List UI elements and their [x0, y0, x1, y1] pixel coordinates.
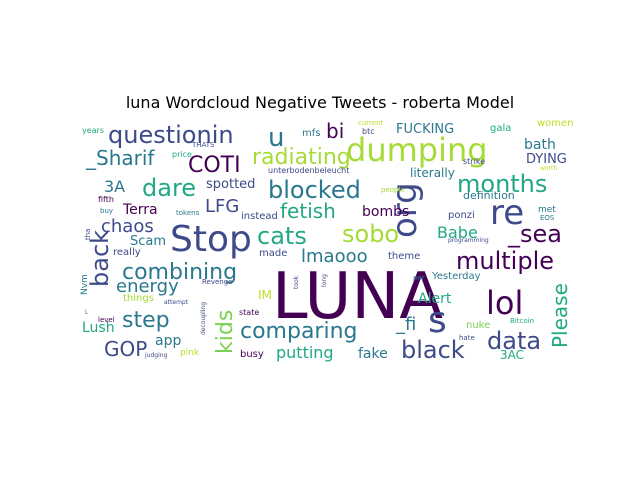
- word-42: fake: [358, 346, 388, 362]
- word-94: L: [85, 309, 89, 316]
- word-76: people: [381, 186, 405, 194]
- word-56: theme: [388, 251, 420, 262]
- word-45: spotted: [206, 177, 255, 192]
- word-35: 3A: [104, 177, 125, 196]
- word-92: long: [321, 274, 328, 287]
- word-77: unterbodenbeleucht: [268, 166, 349, 175]
- word-83: per: [413, 274, 425, 282]
- word-51: 3AC: [500, 348, 524, 362]
- word-44: bombs: [362, 204, 409, 220]
- word-6: lol: [486, 284, 523, 322]
- word-40: Lush: [82, 320, 115, 336]
- word-53: busy: [240, 349, 264, 360]
- word-14: radiating: [252, 145, 351, 170]
- word-75: price: [172, 150, 192, 159]
- chart-title: luna Wordcloud Negative Tweets - roberta…: [125, 93, 515, 112]
- word-69: strike: [463, 157, 485, 166]
- word-57: ponzi: [448, 210, 475, 221]
- word-19: data: [487, 327, 541, 355]
- word-81: tha: [84, 229, 92, 240]
- word-25: _Sharif: [85, 146, 155, 170]
- word-91: took: [293, 275, 300, 289]
- word-37: _fi: [395, 314, 416, 335]
- word-70: years: [82, 126, 104, 135]
- word-16: cats: [257, 222, 307, 250]
- word-68: state: [239, 308, 259, 317]
- word-22: step: [122, 308, 170, 333]
- word-28: lmaooo: [301, 246, 368, 267]
- word-87: Revenge: [202, 278, 233, 286]
- word-11: comparing: [240, 319, 358, 344]
- word-65: women: [537, 118, 574, 129]
- word-18: _sea: [507, 220, 562, 248]
- word-32: Babe: [437, 223, 478, 242]
- word-20: black: [401, 336, 465, 364]
- word-17: sobo: [342, 220, 399, 248]
- word-23: dare: [142, 174, 196, 202]
- word-80: level: [98, 316, 115, 324]
- word-79: buy: [100, 207, 113, 215]
- word-63: mfs: [302, 128, 320, 139]
- word-62: pink: [180, 348, 200, 358]
- word-64: gala: [490, 123, 511, 134]
- word-46: FUCKING: [396, 122, 454, 137]
- word-90: judging: [144, 352, 168, 359]
- word-47: bath: [524, 137, 556, 153]
- word-29: energy: [116, 276, 179, 297]
- word-43: Scam: [130, 234, 166, 249]
- word-54: things: [123, 293, 154, 304]
- word-2: dumping: [346, 131, 488, 169]
- word-72: btc: [362, 127, 375, 136]
- word-21: Please: [548, 283, 572, 348]
- word-12: blocked: [268, 176, 361, 204]
- word-3: questionin: [108, 121, 234, 149]
- word-86: programming: [448, 237, 489, 244]
- word-48: DYING: [526, 152, 567, 167]
- word-59: instead: [241, 211, 278, 222]
- word-10: combining: [122, 260, 237, 285]
- word-36: LFG: [205, 196, 239, 217]
- word-78: tokens: [176, 209, 200, 217]
- word-66: met: [538, 205, 556, 215]
- word-30: GOP: [104, 337, 147, 361]
- word-24: COTI: [188, 153, 241, 178]
- word-27: fetish: [280, 199, 336, 223]
- word-82: hate: [459, 334, 475, 342]
- word-85: EOS: [540, 214, 555, 222]
- word-13: months: [457, 170, 547, 198]
- word-71: fifth: [98, 195, 114, 204]
- word-88: attempt: [164, 299, 189, 306]
- word-89: decoupling: [200, 302, 207, 335]
- word-41: app: [155, 333, 181, 349]
- word-50: definition: [463, 189, 515, 202]
- word-52: IM: [258, 288, 272, 302]
- word-34: chaos: [101, 216, 154, 237]
- word-33: bi: [326, 119, 344, 143]
- word-4: s: [428, 300, 447, 341]
- word-26: kids: [213, 310, 238, 354]
- word-39: Alert: [418, 291, 452, 307]
- word-1: Stop: [170, 219, 252, 260]
- word-31: putting: [276, 343, 334, 362]
- word-60: made: [259, 248, 287, 259]
- word-67: Nvm: [80, 274, 90, 295]
- word-5: re: [490, 193, 524, 233]
- word-7: org: [385, 182, 425, 238]
- word-58: nuke: [466, 320, 490, 331]
- word-74: THATS: [191, 141, 215, 149]
- word-61: really: [113, 247, 141, 258]
- word-15: back: [86, 230, 114, 287]
- word-49: literally: [410, 166, 455, 180]
- word-8: u: [268, 123, 284, 153]
- word-73: current: [358, 119, 384, 127]
- word-55: Yesterday: [431, 271, 481, 282]
- word-9: multiple: [456, 247, 554, 275]
- word-93: worth: [540, 165, 557, 172]
- word-0: LUNA: [272, 260, 443, 334]
- word-38: Terra: [122, 202, 158, 218]
- word-84: Bitcoin: [510, 317, 534, 325]
